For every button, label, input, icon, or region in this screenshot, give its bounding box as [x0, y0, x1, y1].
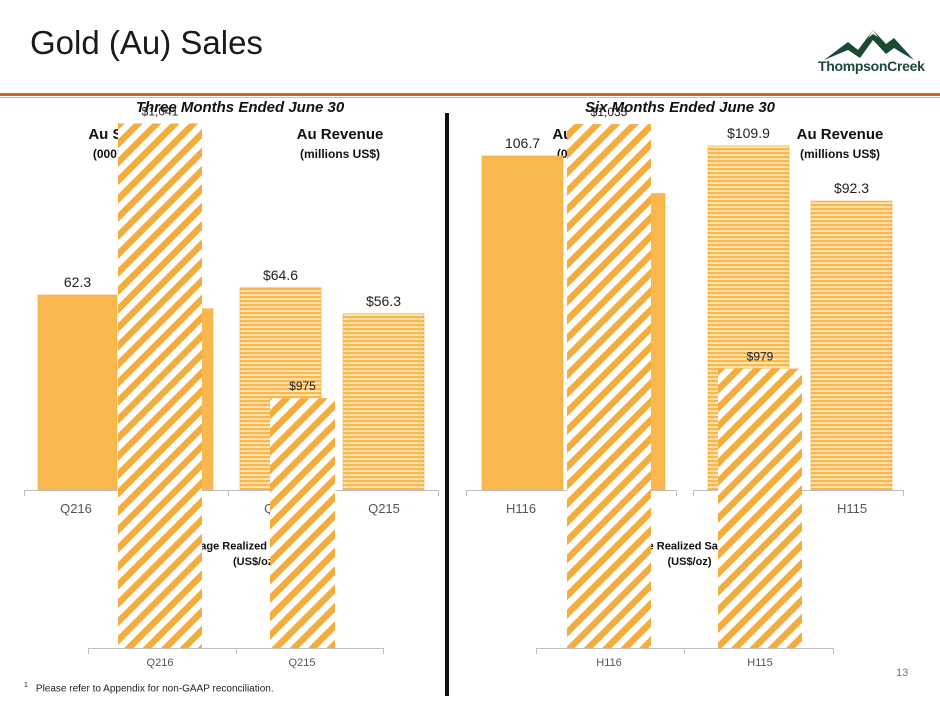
h-revenue-subtitle: (millions US$) [799, 147, 880, 161]
q-revenue-title: Au Revenue [296, 126, 384, 143]
h_price-value-label: $1,035 [591, 105, 628, 119]
page-title: Gold (Au) Sales [30, 24, 263, 61]
h_price-bar-H116 [567, 124, 651, 649]
q_price-bar-Q215 [270, 398, 335, 648]
section-heading-three-months: Three Months Ended June 30 [135, 99, 345, 116]
q_revenue-value-label: $64.6 [263, 267, 298, 283]
h_sales-bar-H116 [481, 155, 564, 491]
h_price-category-label: H116 [596, 657, 621, 669]
section-divider [445, 113, 449, 696]
mountain-logo-icon [824, 30, 914, 60]
footnote-text: Please refer to Appendix for non-GAAP re… [35, 683, 274, 695]
q_price-category-label: Q215 [289, 657, 316, 669]
q_revenue-category-label: Q215 [368, 501, 400, 516]
h-revenue-title: Au Revenue [796, 126, 884, 143]
h_sales-category-label: H116 [506, 501, 536, 516]
header-rule [0, 93, 940, 96]
footnote: 1 Please refer to Appendix for non-GAAP r… [24, 682, 274, 694]
q_sales-value-label: 62.3 [64, 274, 91, 290]
h_revenue-category-label: H115 [837, 501, 867, 516]
q_price-value-label: $1,041 [142, 104, 179, 118]
h_price-category-label: H115 [747, 657, 772, 669]
page-number: 13 [896, 667, 909, 679]
h_revenue-bar-H115 [810, 200, 893, 491]
header-rule-light [0, 97, 940, 98]
h_price-bar-H115 [718, 368, 802, 648]
q_price-bar-Q216 [118, 123, 202, 648]
section-heading-six-months: Six Months Ended June 30 [584, 99, 776, 116]
h_revenue-value-label: $109.9 [727, 125, 770, 141]
q_price-category-label: Q216 [147, 657, 174, 669]
h_sales-value-label: 106.7 [505, 135, 540, 151]
q_revenue-value-label: $56.3 [366, 293, 401, 309]
q_price-value-label: $975 [289, 379, 316, 393]
q_revenue-bar-Q215 [342, 313, 425, 491]
h_revenue-value-label: $92.3 [834, 180, 869, 196]
q-revenue-subtitle: (millions US$) [299, 147, 380, 161]
q_sales-bar-Q216 [37, 294, 118, 491]
company-logo-text: ThompsonCreek [818, 58, 925, 74]
q_sales-category-label: Q216 [60, 501, 92, 516]
footnote-mark: 1 [24, 682, 28, 689]
h_price-value-label: $979 [747, 350, 774, 364]
